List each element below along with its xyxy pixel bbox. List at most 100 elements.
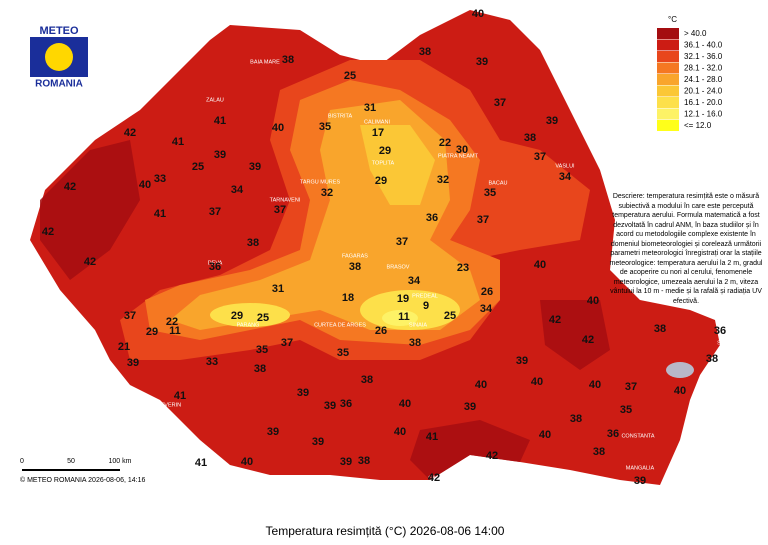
legend-label: 12.1 - 16.0 xyxy=(684,110,723,119)
station-value: 31 xyxy=(364,102,376,114)
place-name: DROBETA TURNU SEVERIN xyxy=(109,402,181,408)
station-value: 42 xyxy=(124,127,136,139)
station-value: 29 xyxy=(375,175,387,187)
legend-swatch xyxy=(657,120,679,131)
station-value: 23 xyxy=(457,262,469,274)
station-value: 39 xyxy=(464,401,476,413)
legend-swatch xyxy=(657,108,679,120)
station-value: 41 xyxy=(426,431,438,443)
place-name: VASLUI xyxy=(555,163,575,169)
station-value: 42 xyxy=(64,181,76,193)
station-value: 39 xyxy=(249,161,261,173)
station-value: 25 xyxy=(444,310,456,322)
station-value: 25 xyxy=(257,312,269,324)
station-value: 40 xyxy=(475,379,487,391)
station-value: 21 xyxy=(118,341,130,353)
station-value: 18 xyxy=(342,292,354,304)
station-value: 35 xyxy=(256,344,268,356)
legend-swatch xyxy=(657,51,679,62)
station-value: 34 xyxy=(480,303,493,315)
station-value: 25 xyxy=(344,70,356,82)
station-value: 39 xyxy=(267,426,279,438)
station-value: 39 xyxy=(297,387,309,399)
station-value: 41 xyxy=(214,115,226,127)
legend-label: 20.1 - 24.0 xyxy=(684,87,723,96)
legend: > 40.0 36.1 - 40.0 32.1 - 36.0 28.1 - 32.0 2… xyxy=(657,28,723,131)
station-value: 36 xyxy=(426,212,438,224)
station-value: 37 xyxy=(494,97,506,109)
station-value: 25 xyxy=(192,161,204,173)
place-name: GIURGIU xyxy=(428,475,452,481)
legend-label: 36.1 - 40.0 xyxy=(684,41,723,50)
station-value: 40 xyxy=(394,426,406,438)
place-name: PARANG xyxy=(237,322,260,328)
station-value: 42 xyxy=(582,334,594,346)
station-value: 38 xyxy=(593,446,605,458)
station-value: 39 xyxy=(634,475,646,487)
zone-cooler xyxy=(360,125,435,205)
station-value: 40 xyxy=(539,429,551,441)
station-value: 26 xyxy=(481,286,493,298)
scale-label: 0 xyxy=(20,458,24,465)
station-value: 39 xyxy=(127,357,139,369)
station-value: 22 xyxy=(166,316,178,328)
zone-coldest xyxy=(382,310,418,326)
station-value: 29 xyxy=(146,326,158,338)
station-value: 37 xyxy=(396,236,408,248)
station-value: 33 xyxy=(206,356,218,368)
station-value: 39 xyxy=(324,400,336,412)
station-value: 42 xyxy=(84,256,96,268)
place-name: DEVA xyxy=(208,260,223,266)
legend-swatch xyxy=(657,97,679,108)
station-value: 38 xyxy=(349,261,361,273)
place-name: CALIMANI xyxy=(364,119,390,125)
station-value: 39 xyxy=(546,115,558,127)
legend-swatch xyxy=(657,39,679,51)
station-value: 38 xyxy=(654,323,666,335)
place-name: PREDEAL xyxy=(412,293,438,299)
station-value: 39 xyxy=(476,56,488,68)
map-title: Temperatura resimțită (°C) 2026-08-06 14… xyxy=(266,524,505,538)
station-value: 37 xyxy=(625,381,637,393)
station-value: 32 xyxy=(321,187,333,199)
station-value: 39 xyxy=(340,456,352,468)
station-value: 36 xyxy=(209,261,221,273)
legend-swatch xyxy=(657,62,679,74)
station-value: 31 xyxy=(272,283,284,295)
place-name: BISTRITA xyxy=(328,113,353,119)
place-name: MANGALIA xyxy=(626,465,655,471)
station-value: 40 xyxy=(534,259,546,271)
legend-swatch xyxy=(657,74,679,85)
station-value: 38 xyxy=(358,455,370,467)
legend-swatch xyxy=(657,85,679,97)
logo-top: METEO xyxy=(39,25,79,37)
station-value: 34 xyxy=(408,275,421,287)
place-name: CURTEA DE ARGES xyxy=(314,322,366,328)
station-value: 26 xyxy=(375,325,387,337)
copyright: © METEO ROMANIA 2026-08-06, 14:16 xyxy=(20,476,145,484)
station-value: 42 xyxy=(486,450,498,462)
station-value: 36 xyxy=(714,325,726,337)
lake xyxy=(666,362,694,378)
station-value: 32 xyxy=(437,174,449,186)
legend-label: 28.1 - 32.0 xyxy=(684,64,723,73)
place-name: TARNAVENI xyxy=(270,197,301,203)
zone-hot xyxy=(410,420,530,480)
place-name: PIATRA NEAMT xyxy=(438,153,479,159)
station-value: 37 xyxy=(281,337,293,349)
station-value: 11 xyxy=(398,311,410,323)
place-name: TARGU MURES xyxy=(300,179,341,185)
station-value: 33 xyxy=(154,173,166,185)
station-value: 19 xyxy=(397,293,409,305)
station-value: 37 xyxy=(209,206,221,218)
zone-hot xyxy=(40,140,140,280)
legend-unit: °C xyxy=(668,15,677,24)
legend-label: <= 12.0 xyxy=(684,121,712,130)
station-value: 41 xyxy=(154,208,166,220)
station-value: 35 xyxy=(484,187,496,199)
station-value: 37 xyxy=(477,214,489,226)
station-value: 38 xyxy=(282,54,294,66)
place-name: CONSTANTA xyxy=(621,433,654,439)
station-value: 42 xyxy=(42,226,54,238)
